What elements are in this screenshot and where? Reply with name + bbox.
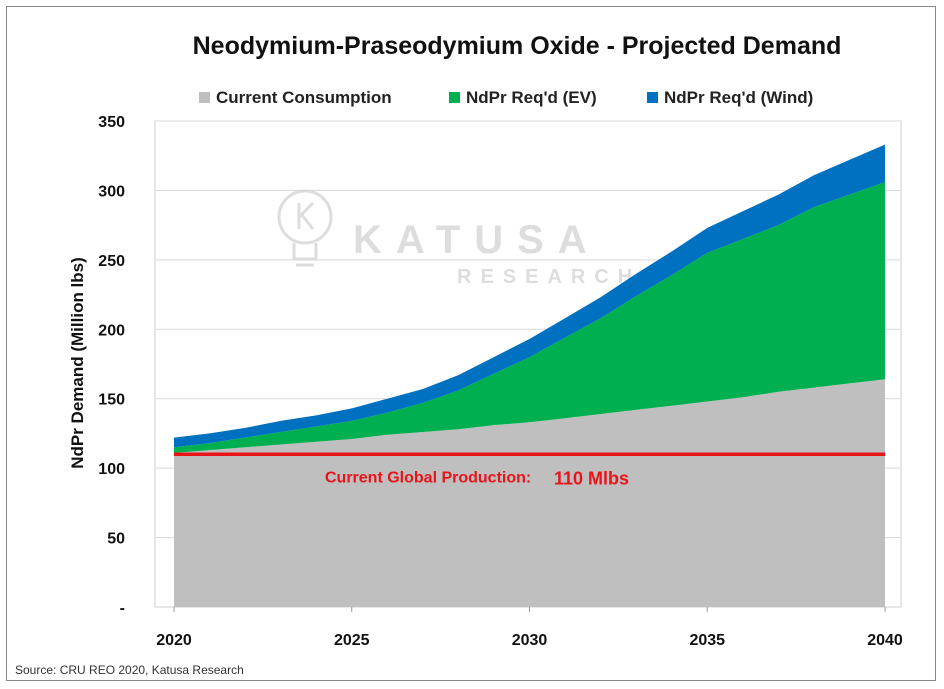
y-tick-label: 350 <box>98 114 125 131</box>
legend-label-ndpr-req-d-ev: NdPr Req'd (EV) <box>466 88 597 107</box>
x-tick-label: 2025 <box>334 632 370 649</box>
y-tick-label: - <box>120 600 125 617</box>
source-note: Source: CRU REO 2020, Katusa Research <box>15 663 244 677</box>
legend: Current Consumption NdPr Req'd (EV) NdPr R… <box>199 88 813 107</box>
x-tick-label: 2040 <box>867 632 903 649</box>
y-tick-label: 300 <box>98 183 125 200</box>
watermark-brand: KATUSA <box>353 218 601 262</box>
y-tick-label: 250 <box>98 253 125 270</box>
chart: Neodymium-Praseodymium Oxide - Projected… <box>15 32 903 677</box>
area-ndpr-req-d-ev <box>174 182 885 453</box>
legend-swatch-current-consumption <box>199 92 210 103</box>
legend-label-ndpr-req-d-wind: NdPr Req'd (Wind) <box>664 88 813 107</box>
watermark: KATUSA RESEARCH <box>277 189 641 288</box>
y-tick-label: 50 <box>107 531 125 548</box>
reference-line-group: Current Global Production: 110 Mlbs <box>174 452 885 488</box>
legend-swatch-ndpr-req-d-ev <box>449 92 460 103</box>
y-tick-label: 100 <box>98 461 125 478</box>
y-tick-label: 150 <box>98 392 125 409</box>
area-series <box>174 144 885 607</box>
reference-line-label: Current Global Production: <box>325 469 531 486</box>
watermark-sub: RESEARCH <box>457 266 641 288</box>
y-tick-label: 200 <box>98 322 125 339</box>
legend-label-current-consumption: Current Consumption <box>216 88 392 107</box>
legend-swatch-ndpr-req-d-wind <box>647 92 658 103</box>
area-current-consumption <box>174 379 885 607</box>
reference-line-value: 110 Mlbs <box>554 468 629 488</box>
y-axis-label: NdPr Demand (Million lbs) <box>68 257 87 469</box>
x-tick-label: 2030 <box>512 632 548 649</box>
x-tick-label: 2035 <box>689 632 725 649</box>
chart-frame: Neodymium-Praseodymium Oxide - Projected… <box>6 6 936 681</box>
x-tick-label: 2020 <box>156 632 192 649</box>
plot-area: KATUSA RESEARCH Current Global Productio… <box>98 114 903 649</box>
chart-title: Neodymium-Praseodymium Oxide - Projected… <box>193 32 842 60</box>
lightbulb-k-icon <box>277 189 333 267</box>
axes: - 50 100 150 200 250 300 350 2020 2025 2030 2035 204… <box>98 114 903 649</box>
